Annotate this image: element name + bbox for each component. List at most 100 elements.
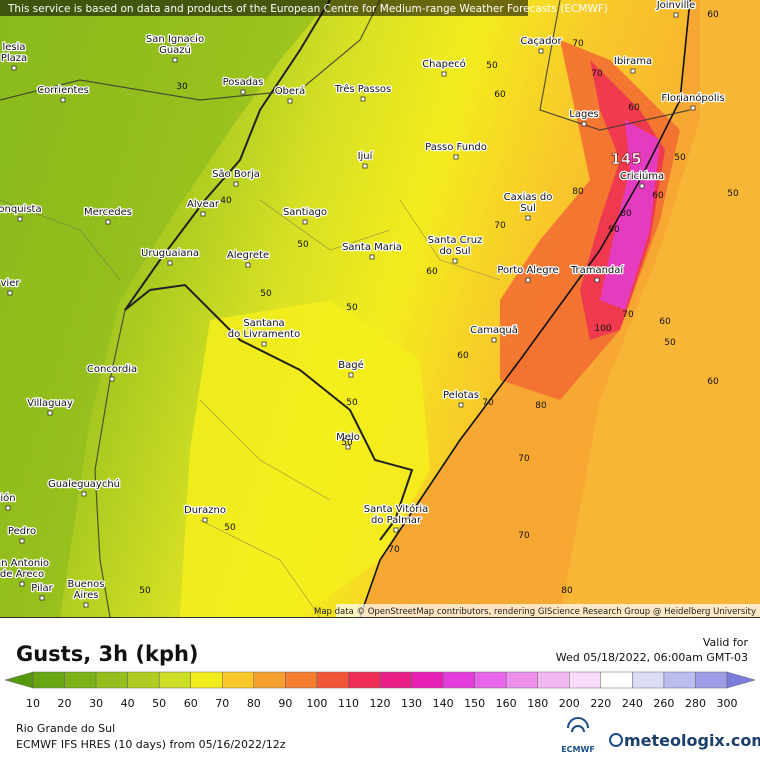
city-marker bbox=[639, 183, 645, 189]
city-label: Santiago bbox=[283, 207, 327, 218]
attribution: Map data © OpenStreetMap contributors, r… bbox=[314, 607, 756, 617]
city-marker bbox=[345, 444, 351, 450]
colorbar-label: 40 bbox=[121, 697, 135, 710]
admin-lines bbox=[0, 199, 501, 618]
contour-label: 70 bbox=[494, 221, 506, 231]
city-label: Posadas bbox=[223, 77, 264, 88]
colorbar-swatch bbox=[348, 671, 381, 689]
city-label: onquista bbox=[0, 204, 42, 215]
city-label: Santa Maria bbox=[342, 242, 402, 253]
colorbar-swatch bbox=[505, 671, 538, 689]
city-label: Corrientes bbox=[37, 85, 89, 96]
colorbar-swatch bbox=[285, 671, 318, 689]
colorbar-label: 120 bbox=[370, 697, 391, 710]
state-border bbox=[0, 0, 691, 618]
city-marker bbox=[525, 277, 531, 283]
colorbar-label: 180 bbox=[527, 697, 548, 710]
contour-label: 70 bbox=[622, 310, 634, 320]
city-label: do Palmar bbox=[371, 515, 422, 526]
colorbar-swatch bbox=[190, 671, 223, 689]
contour-label: 30 bbox=[176, 82, 188, 92]
city-label: Pedro bbox=[8, 526, 36, 537]
colorbar-swatch bbox=[253, 671, 286, 689]
city-marker bbox=[348, 372, 354, 378]
city-marker bbox=[369, 254, 375, 260]
legend-title: Gusts, 3h (kph) bbox=[16, 642, 199, 666]
brand: meteologix.com bbox=[624, 731, 760, 750]
colorbar-label: 200 bbox=[559, 697, 580, 710]
city-label: Aires bbox=[74, 590, 99, 601]
colorbar-swatch bbox=[537, 671, 570, 689]
colorbar-swatch bbox=[127, 671, 160, 689]
city-label: Uruguaiana bbox=[141, 248, 199, 259]
city-marker bbox=[453, 154, 459, 160]
city-label: Chapecó bbox=[422, 58, 466, 70]
city-label: São Borja bbox=[212, 169, 260, 180]
city-label: Lages bbox=[569, 109, 598, 120]
city-label: Ibirama bbox=[614, 56, 652, 67]
city-label: Alvear bbox=[187, 199, 220, 210]
contour-label: 70 bbox=[591, 69, 603, 79]
valid-time: Wed 05/18/2022, 06:00am GMT-03 bbox=[556, 651, 748, 664]
contour-label: 50 bbox=[486, 61, 498, 71]
map: This service is based on data and produc… bbox=[0, 0, 760, 618]
notice-bg bbox=[0, 0, 528, 16]
city-label: Buenos bbox=[67, 579, 104, 590]
colorbar-label: 10 bbox=[26, 697, 40, 710]
peak-zone bbox=[600, 120, 660, 310]
city-label: Melo bbox=[336, 432, 360, 443]
contour-label: 100 bbox=[594, 324, 611, 334]
city-label: Guazú bbox=[159, 44, 191, 56]
colorbar-swatch bbox=[663, 671, 696, 689]
colorbar-swatch bbox=[316, 671, 349, 689]
contour-label: 40 bbox=[220, 196, 232, 206]
colorbar-swatch bbox=[474, 671, 507, 689]
city-marker bbox=[240, 89, 246, 95]
contour-label: 50 bbox=[346, 398, 358, 408]
city-marker bbox=[581, 121, 587, 127]
city-marker bbox=[538, 48, 544, 54]
city-marker bbox=[302, 219, 308, 225]
contour-label: 80 bbox=[572, 187, 584, 197]
contour-label: 50 bbox=[674, 153, 686, 163]
city-marker bbox=[7, 290, 13, 296]
city-label: Pilar bbox=[31, 583, 53, 594]
country-border bbox=[124, 0, 414, 541]
city-marker bbox=[690, 105, 696, 111]
city-label: Santa Vitória bbox=[364, 503, 429, 515]
colorbar-swatch bbox=[222, 671, 255, 689]
colorbar-label: 140 bbox=[433, 697, 454, 710]
contour-label: 50 bbox=[346, 303, 358, 313]
colorbar-swatch bbox=[379, 671, 412, 689]
city-marker bbox=[287, 98, 293, 104]
city-marker bbox=[594, 277, 600, 283]
city-marker bbox=[109, 376, 115, 382]
city-label: do Livramento bbox=[228, 329, 300, 340]
colorbar: 10 20 30 40 50 60 70 80 90 100 110 120 130 140 150 160 1… bbox=[4, 671, 756, 710]
colorbar-swatch bbox=[442, 671, 475, 689]
city-label: Gualeguaychú bbox=[48, 478, 120, 490]
colorbar-swatch bbox=[569, 671, 602, 689]
colorbar-label: 240 bbox=[622, 697, 643, 710]
colorbar-label: 90 bbox=[278, 697, 292, 710]
city-marker bbox=[525, 215, 531, 221]
city-marker bbox=[105, 219, 111, 225]
city-marker bbox=[172, 57, 178, 63]
colorbar-label: 280 bbox=[685, 697, 706, 710]
colorbar-arrow bbox=[726, 671, 756, 689]
city-marker bbox=[202, 517, 208, 523]
contour-label: 50 bbox=[297, 240, 309, 250]
city-label: de Areco bbox=[0, 569, 44, 580]
city-label: ión bbox=[0, 492, 15, 504]
city-marker bbox=[441, 71, 447, 77]
city-marker bbox=[81, 491, 87, 497]
colorbar-swatch bbox=[411, 671, 444, 689]
city-marker bbox=[233, 181, 239, 187]
colorbar-label: 110 bbox=[338, 697, 359, 710]
contour-label: 60 bbox=[457, 351, 469, 361]
contour-label: 80 bbox=[561, 586, 573, 596]
contour-label: 50 bbox=[341, 438, 353, 448]
contour-label: 60 bbox=[628, 103, 640, 113]
coastline bbox=[359, 0, 691, 618]
city-marker bbox=[362, 163, 368, 169]
